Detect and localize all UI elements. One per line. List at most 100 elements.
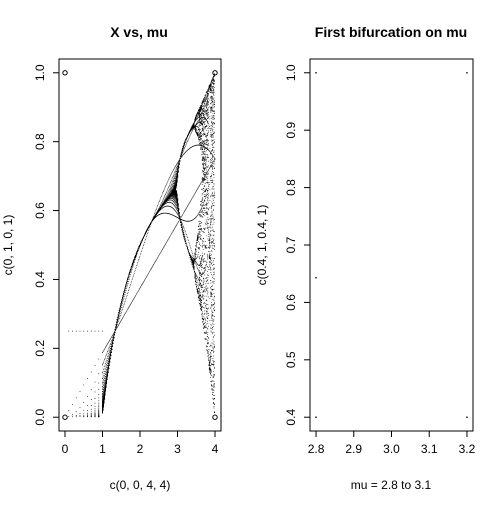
bifurcation-point [112,334,114,336]
bifurcation-point [105,356,106,358]
bifurcation-point [107,349,109,351]
bifurcation-point [124,313,126,315]
bifurcation-point [133,260,135,262]
bifurcation-point [104,380,106,382]
bifurcation-point [123,291,125,293]
bifurcation-point [68,330,70,332]
bifurcation-point [130,270,132,272]
bifurcation-point [133,274,135,276]
bifurcation-point [90,389,92,391]
bifurcation-point [124,289,125,291]
bifurcation-point [102,378,103,379]
bifurcation-point [117,320,119,322]
bifurcation-point [105,371,106,373]
bifurcation-point [126,284,127,286]
bifurcation-point [133,297,135,299]
bifurcation-point [120,320,122,322]
bifurcation-point [106,344,108,346]
bifurcation-point [103,369,104,371]
bifurcation-point [122,308,123,310]
bifurcation-point [98,397,100,399]
bifurcation-point [124,292,125,294]
bifurcation-point [106,358,108,359]
bifurcation-point [127,291,129,293]
bifurcation-point [98,382,100,384]
bifurcation-point [75,397,77,399]
bifurcation-point [123,297,125,299]
bifurcation-point [127,293,128,295]
bifurcation-point [104,371,105,373]
bifurcation-point [105,390,106,392]
bifurcation-point [83,415,85,416]
bifurcation-point [116,323,118,325]
bifurcation-point [102,351,104,353]
bifurcation-point [135,268,137,270]
left-data-layer [62,70,218,420]
bifurcation-point [119,307,121,308]
bifurcation-point [102,370,104,372]
bifurcation-point [106,382,108,384]
bifurcation-point [129,285,131,287]
bifurcation-point [121,319,122,321]
bifurcation-point [118,323,120,324]
bifurcation-point [102,390,104,392]
bifurcation-point [122,307,124,309]
bifurcation-point [116,325,118,327]
bifurcation-point [121,311,122,313]
bifurcation-point [131,270,133,272]
bifurcation-point [118,319,120,321]
bifurcation-point [98,404,100,406]
bifurcation-point [90,413,92,414]
bifurcation-point [125,299,126,301]
bifurcation-point [135,257,137,259]
bifurcation-point [129,304,131,306]
bifurcation-point [94,408,96,410]
bifurcation-point [126,282,128,284]
bifurcation-point [122,317,123,319]
bifurcation-point [105,365,107,367]
bifurcation-point [90,371,92,373]
bifurcation-point [98,411,100,413]
bifurcation-point [112,342,114,344]
bifurcation-point [128,281,129,282]
bifurcation-point [105,374,107,375]
bifurcation-point [132,263,134,265]
bifurcation-point [104,359,105,361]
bifurcation-point [105,346,106,348]
bifurcation-point [132,261,134,263]
bifurcation-point [104,382,105,384]
bifurcation-point [122,316,124,318]
bifurcation-point [132,300,134,302]
bifurcation-point [108,341,110,343]
bifurcation-point [110,355,112,356]
bifurcation-point [103,378,104,380]
bifurcation-point [124,302,125,304]
bifurcation-point [83,409,85,411]
bifurcation-point [102,409,104,411]
bifurcation-point [129,273,131,275]
bifurcation-point [124,293,126,295]
bifurcation-point [130,283,132,285]
bifurcation-point [123,315,125,317]
bifurcation-point [110,342,112,344]
bifurcation-point [113,337,115,339]
bifurcation-point [128,306,130,308]
bifurcation-point [124,287,126,289]
bifurcation-point [103,382,104,383]
bifurcation-point [119,321,121,323]
bifurcation-point [126,310,127,312]
bifurcation-point [130,273,132,275]
bifurcation-point [105,363,106,364]
bifurcation-point [125,312,126,314]
bifurcation-point [68,410,70,412]
bifurcation-point [87,396,88,398]
bifurcation-point [106,362,108,363]
bifurcation-point [135,294,137,296]
bifurcation-point [120,306,122,308]
bifurcation-point [98,406,100,408]
bifurcation-point [131,302,133,303]
bifurcation-point [122,298,124,300]
bifurcation-point [106,353,108,355]
bifurcation-point [117,320,119,322]
